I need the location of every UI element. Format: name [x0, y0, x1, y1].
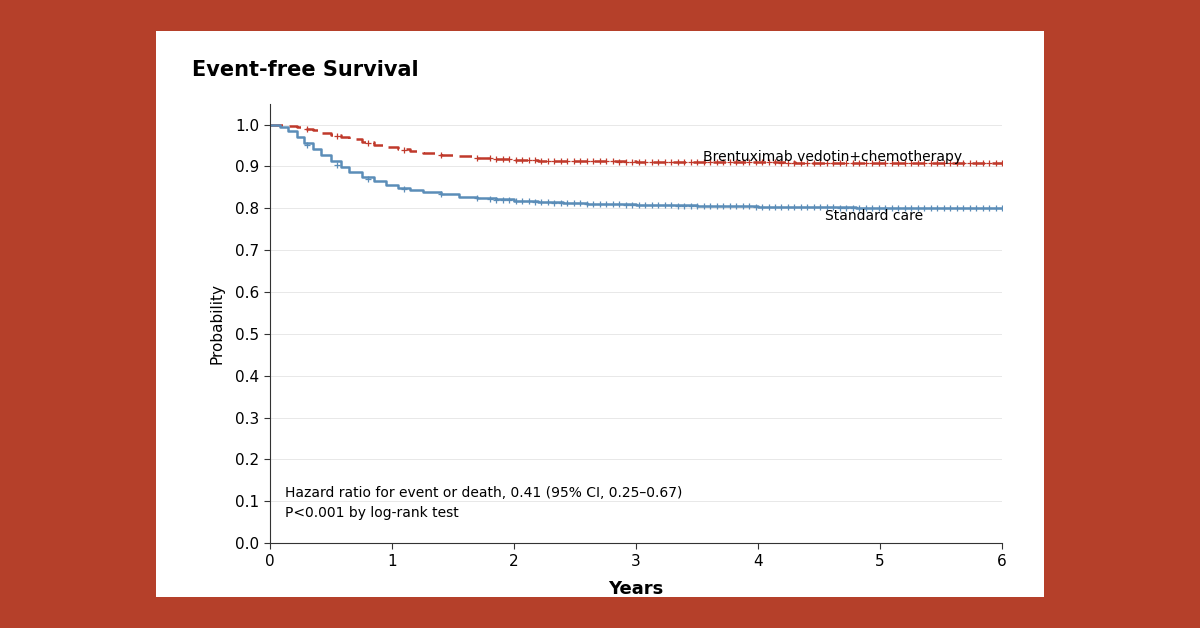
Text: Event-free Survival: Event-free Survival — [192, 60, 418, 80]
X-axis label: Years: Years — [608, 580, 664, 598]
Y-axis label: Probability: Probability — [209, 283, 224, 364]
Text: Hazard ratio for event or death, 0.41 (95% CI, 0.25–0.67)
P<0.001 by log-rank te: Hazard ratio for event or death, 0.41 (9… — [284, 486, 682, 519]
Text: Brentuximab vedotin+chemotherapy: Brentuximab vedotin+chemotherapy — [703, 150, 962, 164]
Text: Standard care: Standard care — [826, 209, 923, 223]
